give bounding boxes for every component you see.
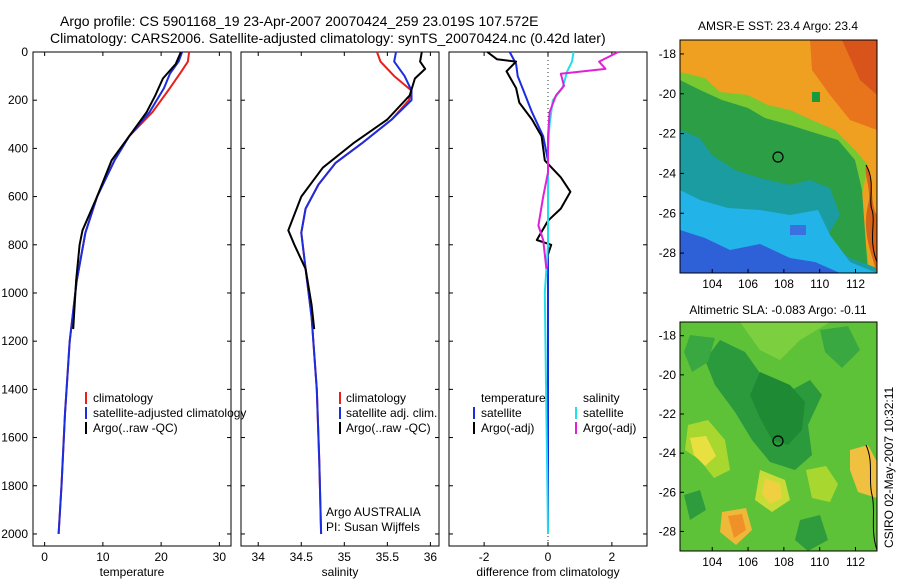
legend-heading-salinity: salinity xyxy=(583,391,620,405)
x-tick-label: 34 xyxy=(252,550,266,564)
y-tick-label: 600 xyxy=(8,190,28,204)
x-tick-label: 10 xyxy=(96,550,110,564)
map-x-tick-label: 104 xyxy=(702,277,722,291)
sst-map-frame xyxy=(679,39,878,274)
sst-argo-location-marker xyxy=(772,151,784,163)
legend-label-argo: Argo(..raw -QC) xyxy=(93,421,178,435)
series-line-satellite-adj-clim- xyxy=(300,51,413,535)
series-line-salinity-argo-adj- xyxy=(537,51,619,270)
map-y-tick-label: -20 xyxy=(659,368,677,382)
salinity-legend: climatology satellite adj. clim. Argo(..… xyxy=(339,391,437,435)
map-y-tick-label: -28 xyxy=(659,246,677,260)
legend-label-sal-satellite: satellite xyxy=(583,406,624,420)
legend-label-sal-argo: Argo(-adj) xyxy=(583,421,636,435)
map-y-tick-label: -20 xyxy=(659,87,677,101)
map-x-tick-label: 112 xyxy=(846,555,865,569)
x-tick-label: 30 xyxy=(213,550,227,564)
plot-frame xyxy=(32,51,232,547)
y-tick-label: 1000 xyxy=(1,286,28,300)
header-line1: Argo profile: CS 5901168_19 23-Apr-2007 … xyxy=(60,13,538,29)
temperature-panel: 0 10 20 30 0 200 400 600 800 1000 1200 1400 1600 1800… xyxy=(1,45,232,579)
sla-map-frame xyxy=(679,321,878,552)
x-tick-label: 0 xyxy=(41,550,48,564)
x-axis-label: difference from climatology xyxy=(476,565,619,579)
map-x-tick-label: 106 xyxy=(738,555,758,569)
legend-heading-temperature: temperature xyxy=(481,391,546,405)
y-tick-label: 0 xyxy=(21,45,28,59)
legend-label-climatology: climatology xyxy=(93,391,153,405)
series-line-climatology xyxy=(57,51,191,535)
y-tick-label: 800 xyxy=(8,238,28,252)
map-x-tick-label: 106 xyxy=(738,277,758,291)
sst-map-ticks: 104 106 108 110 112 -18 -20 -22 -24 -26 -28 xyxy=(659,47,866,291)
legend-label-climatology: climatology xyxy=(346,391,406,405)
map-y-tick-label: -22 xyxy=(659,407,677,421)
sst-map-title: AMSR-E SST: 23.4 Argo: 23.4 xyxy=(698,19,858,33)
temperature-legend: climatology satellite-adjusted climatolo… xyxy=(85,391,246,435)
sst-heatmap xyxy=(680,40,877,273)
difference-legend: temperature satellite Argo(-adj) salinit… xyxy=(473,391,636,435)
plot-frame xyxy=(240,51,440,547)
sla-argo-location-marker xyxy=(772,435,784,447)
x-axis-label: salinity xyxy=(322,565,359,579)
map-y-tick-label: -24 xyxy=(659,166,677,180)
x-tick-label: 35 xyxy=(338,550,352,564)
credit-argo: Argo AUSTRALIA xyxy=(326,505,421,519)
legend-label-argo: Argo(..raw -QC) xyxy=(346,421,431,435)
series-line-argo-raw-qc- xyxy=(287,51,427,330)
legend-label-satellite: satellite adj. clim. xyxy=(346,406,437,420)
series-line-climatology xyxy=(300,51,413,535)
sla-heatmap xyxy=(680,322,877,551)
map-y-tick-label: -18 xyxy=(659,47,677,61)
y-tick-label: 400 xyxy=(8,141,28,155)
series-line-satellite-adjusted-climatology xyxy=(57,51,184,535)
map-y-tick-label: -22 xyxy=(659,127,677,141)
x-tick-label: 20 xyxy=(154,550,168,564)
legend-label-temp-satellite: satellite xyxy=(481,406,522,420)
x-axis-label: temperature xyxy=(100,565,165,579)
timestamp-stamp: CSIRO 02-May-2007 10:32:11 xyxy=(882,386,896,548)
x-tick-label: -2 xyxy=(479,550,490,564)
y-tick-label: 1800 xyxy=(1,479,28,493)
map-x-tick-label: 104 xyxy=(702,555,722,569)
y-tick-label: 1600 xyxy=(1,431,28,445)
header-line2: Climatology: CARS2006. Satellite-adjuste… xyxy=(50,30,606,46)
legend-label-temp-argo: Argo(-adj) xyxy=(481,421,534,435)
map-y-tick-label: -18 xyxy=(659,329,677,343)
x-tick-label: 36 xyxy=(424,550,438,564)
legend-label-satellite: satellite-adjusted climatology xyxy=(93,406,246,420)
map-x-tick-label: 108 xyxy=(774,277,794,291)
x-tick-label: 0 xyxy=(545,550,552,564)
y-tick-label: 200 xyxy=(8,93,28,107)
x-tick-label: 2 xyxy=(609,550,616,564)
x-tick-label: 34.5 xyxy=(290,550,314,564)
map-x-tick-label: 110 xyxy=(810,277,829,291)
map-y-tick-label: -28 xyxy=(659,524,677,538)
map-y-tick-label: -24 xyxy=(659,446,677,460)
series-line-temperature-argo-adj- xyxy=(486,51,572,255)
map-x-tick-label: 108 xyxy=(774,555,794,569)
y-tick-label: 1400 xyxy=(1,382,28,396)
series-line-argo-raw-qc- xyxy=(72,51,182,330)
map-y-tick-label: -26 xyxy=(659,206,677,220)
credit-pi: PI: Susan Wijffels xyxy=(326,520,420,534)
sla-map-title: Altimetric SLA: -0.083 Argo: -0.11 xyxy=(689,303,867,317)
map-x-tick-label: 110 xyxy=(810,555,829,569)
x-tick-label: 35.5 xyxy=(376,550,400,564)
y-tick-label: 1200 xyxy=(1,334,28,348)
salinity-panel: 34 34.5 35 35.5 36 salinity xyxy=(240,51,440,579)
y-tick-label: 2000 xyxy=(1,527,28,541)
map-y-tick-label: -26 xyxy=(659,485,677,499)
sla-map-ticks: 104 106 108 110 112 -18 -20 -22 -24 -26 -28 xyxy=(659,329,866,569)
series-line-temperature-satellite xyxy=(508,51,549,534)
map-x-tick-label: 112 xyxy=(846,277,865,291)
